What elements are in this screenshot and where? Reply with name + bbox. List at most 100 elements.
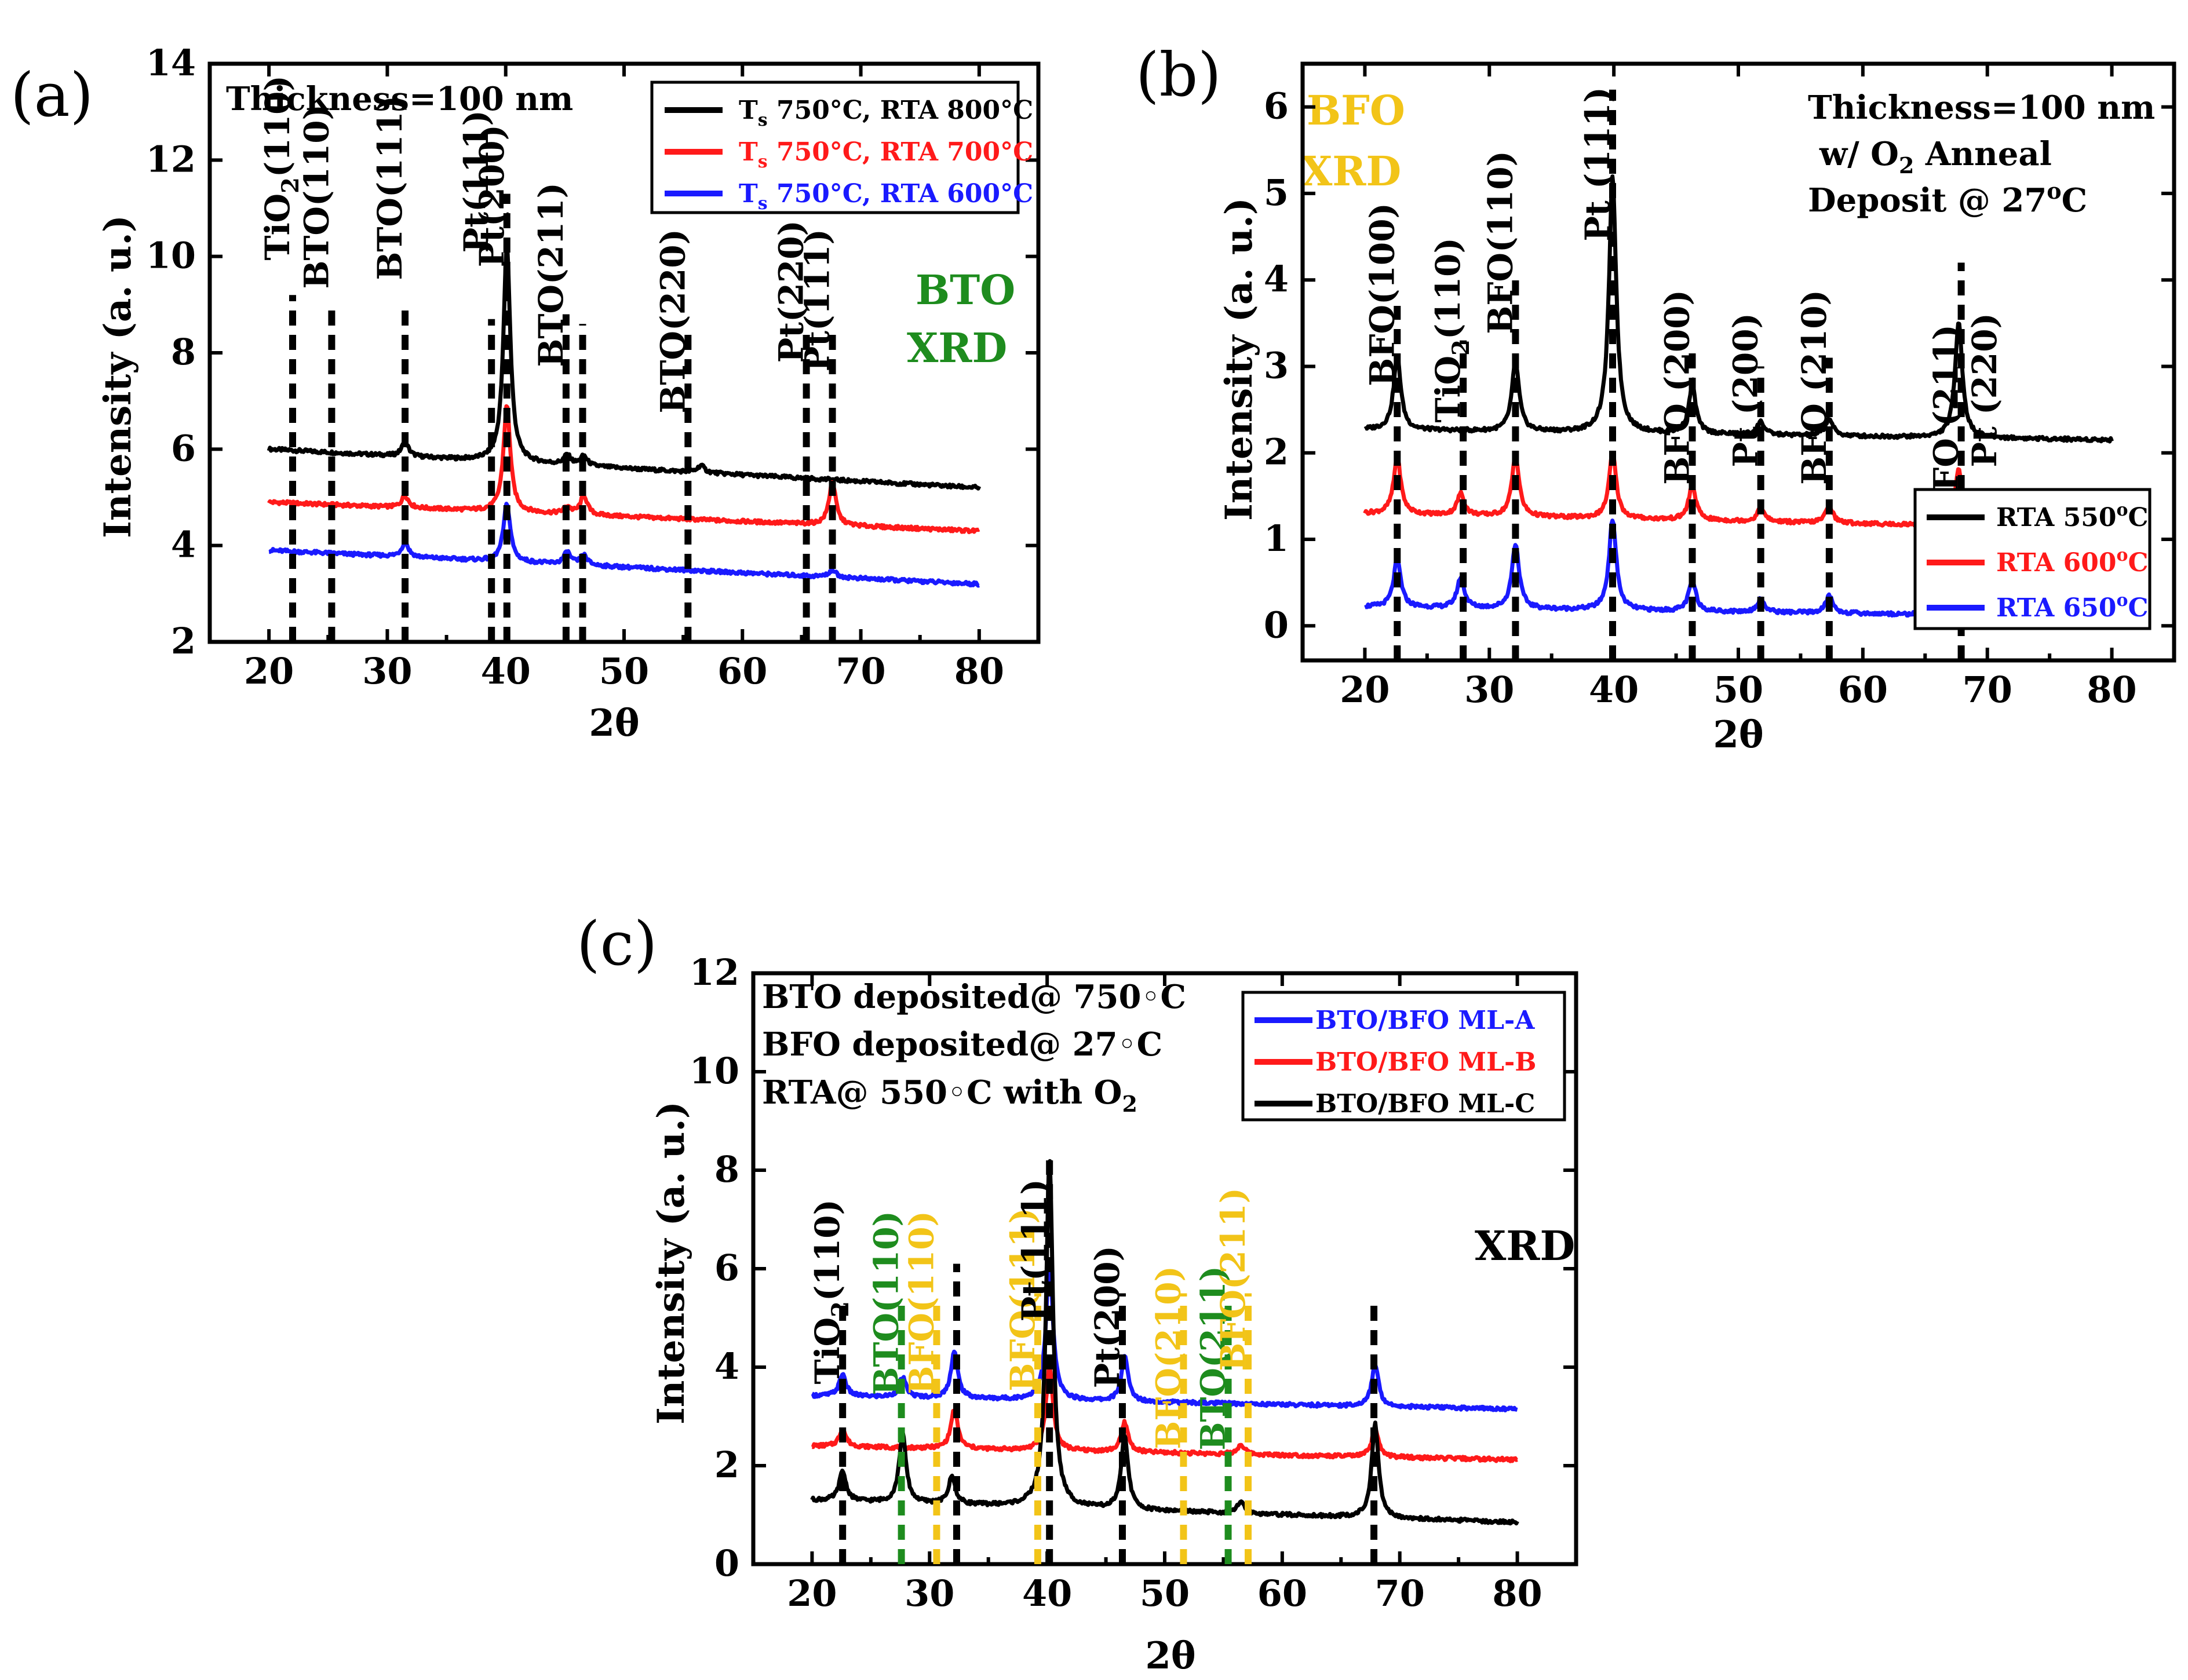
trace-series-2 [811,1365,1519,1463]
peak-label: BFO(211) [1213,1188,1253,1371]
y-tick-label: 4 [714,1345,739,1387]
y-tick-label: 0 [1264,604,1289,646]
trace-series-3 [810,1159,1519,1526]
panel-c-ylabel: Intensity (a. u.) [650,1101,693,1425]
peak-label: BTO(111) [370,96,410,280]
panel-c-letter: (c) [577,908,657,979]
y-tick-label: 5 [1264,171,1289,214]
panel-b-ylabel: Intensity (a. u.) [1217,198,1261,521]
peak-label: BTO(211) [1194,1266,1233,1451]
panel-b-anneal-note: w/ O2 Anneal [1819,135,2052,178]
x-tick-label: 60 [717,650,767,692]
x-tick-label: 70 [836,650,885,692]
x-tick-label: 20 [787,1572,837,1615]
panel-b-xlabel: 2θ [1713,713,1763,757]
y-tick-label: 4 [1264,258,1289,300]
panel-b-deposit-note: Deposit @ 27oC [1808,178,2087,220]
y-tick-label: 4 [171,524,196,566]
panel-a-letter: (a) [10,60,93,130]
peak-label: TiO2(110) [1428,238,1475,423]
peak-label: BFO (211) [1927,324,1966,520]
peak-label: Pt(111) [1015,1179,1054,1321]
peak-label: Pt (111) [1578,87,1617,242]
y-tick-label: 6 [171,427,196,469]
x-tick-label: 40 [1022,1572,1072,1615]
x-tick-label: 50 [1140,1572,1190,1615]
panel-b-letter: (b) [1136,39,1221,110]
panel-a-tag-xrd: XRD [907,324,1007,372]
x-tick-label: 20 [244,650,294,692]
legend-label: RTA 550oC [1996,500,2148,532]
peak-label: TiO2(110) [258,75,304,261]
x-tick-label: 50 [1713,669,1763,711]
x-tick-label: 30 [1464,669,1514,711]
peak-label: BTO(211) [531,182,571,367]
panel-a-ylabel: Intensity (a. u.) [96,215,140,538]
y-tick-label: 0 [714,1542,739,1584]
x-tick-label: 80 [954,650,1004,692]
panel-a-xlabel: 2θ [589,702,639,745]
trace-series-3 [268,502,980,588]
y-tick-label: 8 [714,1148,739,1190]
panel-a: (a) 2θ Intensity (a. u.) Thickness=100 n… [10,42,1041,745]
x-tick-label: 30 [362,650,412,692]
y-tick-label: 1 [1264,517,1289,560]
panel-c-rta-note: RTA@ 550◦C with O2 [762,1073,1137,1117]
y-tick-label: 3 [1264,344,1289,386]
panel-c: (c) 2θ Intensity (a. u.) BTO deposited@ … [577,908,1578,1678]
y-tick-label: 10 [146,235,196,277]
y-tick-label: 12 [146,138,196,180]
peak-label: Pt(111) [798,229,837,371]
peak-label: Pt(200) [1088,1246,1127,1388]
peak-label: BTO(220) [653,229,692,414]
panel-b-tag-bfo: BFO [1307,86,1405,134]
x-tick-label: 70 [1375,1572,1425,1615]
y-tick-label: 2 [1264,431,1289,473]
legend-label: BTO/BFO ML-A [1315,1006,1535,1035]
trace-series-2 [267,404,980,535]
trace-series-1 [811,1262,1519,1413]
peak-label: BFO(110) [1480,151,1520,334]
panel-b-thickness-note: Thickness=100 nm [1808,89,2155,127]
peak-label: BFO(110) [902,1211,941,1394]
peak-label: BFO(100) [1362,203,1402,386]
x-tick-label: 70 [1963,669,2012,711]
panel-c-bfo-note: BFO deposited@ 27◦C [762,1025,1162,1064]
legend-box [1241,991,1566,1122]
legend-label: RTA 600oC [1996,545,2148,578]
x-tick-label: 50 [599,650,649,692]
y-tick-label: 2 [714,1444,739,1486]
legend-label: RTA 650oC [1996,590,2148,623]
y-tick-label: 14 [146,42,196,84]
x-tick-label: 40 [481,650,531,692]
peak-label: TiO2(110) [808,1199,854,1385]
y-tick-label: 10 [690,1050,739,1092]
x-tick-label: 60 [1257,1572,1307,1615]
x-tick-label: 20 [1340,669,1390,711]
panel-b: (b) 2θ Intensity (a. u.) Thickness=100 n… [1136,39,2176,757]
legend-label: Ts 750°C, RTA 800°C [739,96,1033,130]
peak-label: BTO(110) [867,1211,906,1396]
peak-label: BFO(210) [1148,1266,1188,1449]
legend-label: Ts 750°C, RTA 600°C [739,179,1033,214]
panel-a-tag-bto: BTO [916,266,1015,314]
peak-label: BFO(111) [1003,1208,1042,1392]
trace-series-1 [267,246,982,491]
x-tick-label: 40 [1589,669,1639,711]
panel-c-tag-xrd: XRD [1475,1222,1575,1270]
trace-series-1 [1363,174,2114,444]
peak-label: Pt (220) [1965,313,2004,468]
x-tick-label: 60 [1838,669,1888,711]
peak-label: BFO (210) [1795,290,1834,485]
panel-c-bto-note: BTO deposited@ 750◦C [762,978,1186,1016]
y-tick-label: 6 [1264,85,1289,127]
peak-label: Pt(220) [772,220,811,363]
y-tick-label: 8 [171,331,196,373]
panel-a-thickness-note: Thickness=100 nm [226,80,573,118]
peak-label: BTO(110) [297,104,336,289]
legend-label: BTO/BFO ML-B [1315,1047,1537,1077]
x-tick-label: 80 [2087,669,2136,711]
x-tick-label: 80 [1492,1572,1542,1615]
peak-label: Pt (200) [1726,313,1766,468]
